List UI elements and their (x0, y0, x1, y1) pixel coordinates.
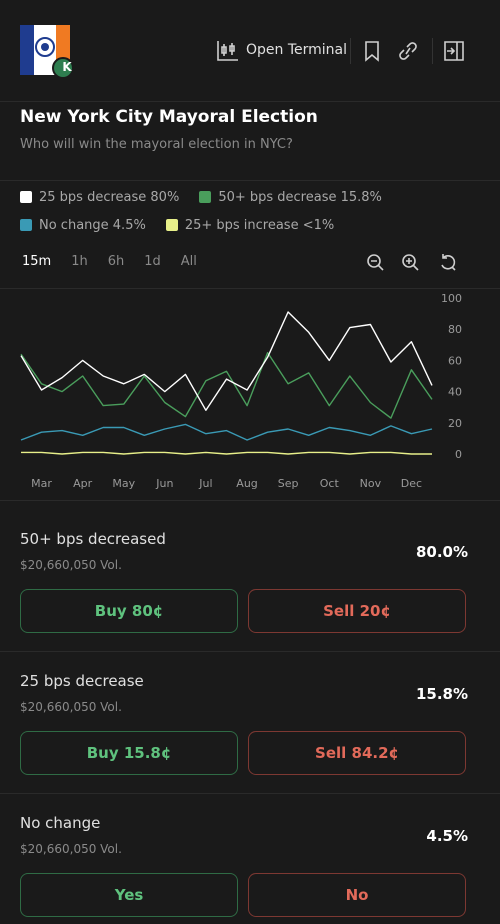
x-tick-label: Dec (401, 477, 422, 490)
x-tick-label: May (112, 477, 135, 490)
outcome-name: 25 bps decrease (20, 672, 144, 690)
divider (0, 500, 500, 501)
divider (0, 288, 500, 289)
y-tick-label: 20 (448, 417, 462, 430)
buy-button[interactable]: Yes (20, 873, 238, 917)
y-tick-label: 60 (448, 354, 462, 367)
divider (350, 38, 351, 64)
zoom-out[interactable] (367, 254, 384, 271)
sell-button[interactable]: Sell 84.2¢ (248, 731, 466, 775)
legend-label: No change 4.5% (39, 217, 146, 233)
bookmark-icon[interactable] (363, 40, 381, 62)
buy-button[interactable]: Buy 80¢ (20, 589, 238, 633)
y-tick-label: 40 (448, 386, 462, 399)
legend-swatch (165, 219, 178, 231)
zoom-controls (367, 254, 456, 271)
y-tick-label: 100 (441, 292, 462, 305)
outcome-volume: $20,660,050 Vol. (20, 842, 122, 856)
legend-swatch (20, 191, 32, 203)
legend-label: 25 bps decrease 80% (39, 189, 180, 205)
time-range-tabs: 15m 1h 6h 1d All (12, 254, 207, 269)
outcome-probability: 15.8% (415, 685, 468, 703)
series-line (20, 423, 433, 441)
badge: K (62, 60, 72, 74)
legend-item: No change 4.5% (20, 216, 146, 234)
x-tick-label: Sep (278, 477, 299, 490)
terminal-icon[interactable] (216, 40, 240, 62)
legend-item: 25+ bps increase <1% (165, 216, 335, 234)
legend-label: 25+ bps increase <1% (184, 217, 335, 233)
time-range-tab[interactable]: 15m (22, 254, 52, 269)
sell-button[interactable]: Sell 20¢ (248, 589, 466, 633)
legend: 25 bps decrease 80% 50+ bps decrease 15.8… (20, 188, 490, 234)
time-range-tab[interactable]: All (180, 254, 197, 269)
time-range-tab[interactable]: 1h (71, 254, 88, 269)
series-line (20, 311, 433, 411)
link-icon[interactable] (396, 40, 420, 62)
x-tick-label: Mar (31, 477, 52, 490)
divider (0, 793, 500, 794)
x-tick-label: Jun (155, 477, 173, 490)
zoom-in[interactable] (402, 254, 419, 271)
x-tick-label: Jul (198, 477, 212, 490)
time-range-tab[interactable]: 6h (107, 254, 125, 269)
legend-item: 25 bps decrease 80% (20, 188, 179, 206)
divider (0, 101, 500, 102)
series-line (21, 451, 432, 455)
subtitle: Who will win the mayoral election in NYC… (20, 137, 293, 152)
time-range-tab[interactable]: 1d (144, 254, 161, 269)
market-logo (20, 25, 72, 79)
title: New York City Mayoral Election (20, 107, 318, 127)
reset[interactable] (441, 254, 456, 271)
outcome-probability: 4.5% (426, 827, 468, 845)
x-tick-label: Aug (236, 477, 257, 490)
divider (0, 651, 500, 652)
legend-item: 50+ bps decrease 15.8% (199, 188, 382, 206)
outcome-volume: $20,660,050 Vol. (20, 700, 122, 714)
x-tick-label: Nov (360, 477, 382, 490)
divider (432, 38, 433, 64)
x-tick-label: Oct (320, 477, 340, 490)
outcome-probability: 80.0% (415, 543, 468, 561)
outcome-name: No change (20, 814, 101, 832)
outcome-name: 50+ bps decreased (20, 530, 166, 548)
legend-swatch (199, 191, 212, 203)
divider (0, 180, 500, 181)
y-tick-label: 0 (455, 448, 462, 461)
series-line (20, 351, 433, 419)
buy-button[interactable]: Buy 15.8¢ (20, 731, 238, 775)
outcome-volume: $20,660,050 Vol. (20, 558, 122, 572)
sell-button[interactable]: No (248, 873, 466, 917)
exit-icon[interactable] (443, 40, 467, 62)
legend-label: 50+ bps decrease 15.8% (218, 189, 382, 205)
chart: 0 20 40 60 80 100 Mar Apr May Jun Jul Aug Sep Oct Nov D… (20, 292, 462, 490)
legend-swatch (20, 219, 32, 231)
open-terminal[interactable]: Open Terminal (246, 42, 348, 58)
x-tick-label: Apr (73, 477, 93, 490)
y-tick-label: 80 (448, 323, 462, 336)
